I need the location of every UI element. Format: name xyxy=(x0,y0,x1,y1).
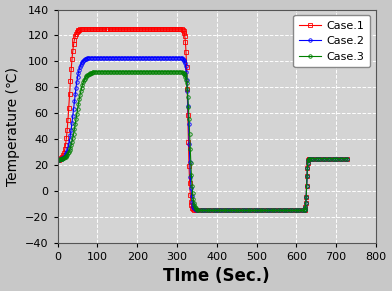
Case.3 xyxy=(306,159,310,163)
Case.3 xyxy=(220,209,224,212)
Case.3 xyxy=(91,70,96,74)
Line: Case.3: Case.3 xyxy=(56,70,350,212)
Case.1 xyxy=(227,209,232,212)
Case.1 xyxy=(55,158,60,162)
Y-axis label: Temperature (℃): Temperature (℃) xyxy=(5,67,20,186)
Case.1 xyxy=(185,113,190,117)
Case.2 xyxy=(192,209,197,212)
Case.3 xyxy=(55,158,60,162)
Case.3 xyxy=(121,70,125,74)
Case.3 xyxy=(346,157,350,160)
Case.3 xyxy=(187,127,192,130)
Case.2 xyxy=(346,157,350,160)
Case.1 xyxy=(191,209,195,212)
Line: Case.1: Case.1 xyxy=(56,27,350,212)
X-axis label: TIme (Sec.): TIme (Sec.) xyxy=(163,267,270,285)
Case.1 xyxy=(346,157,350,160)
Case.2 xyxy=(85,56,90,59)
Case.1 xyxy=(127,27,131,31)
Case.2 xyxy=(304,195,309,198)
Case.1 xyxy=(75,30,80,33)
Legend: Case.1, Case.2, Case.3: Case.1, Case.2, Case.3 xyxy=(294,15,370,67)
Case.2 xyxy=(181,57,186,61)
Case.1 xyxy=(58,157,62,161)
Case.1 xyxy=(325,157,330,160)
Line: Case.2: Case.2 xyxy=(56,56,350,212)
Case.2 xyxy=(77,68,82,71)
Case.2 xyxy=(92,56,96,59)
Case.3 xyxy=(180,70,185,74)
Case.3 xyxy=(270,209,274,212)
Case.2 xyxy=(105,56,109,59)
Case.3 xyxy=(194,209,199,212)
Case.1 xyxy=(77,27,82,31)
Case.2 xyxy=(55,158,60,162)
Case.2 xyxy=(160,56,164,59)
